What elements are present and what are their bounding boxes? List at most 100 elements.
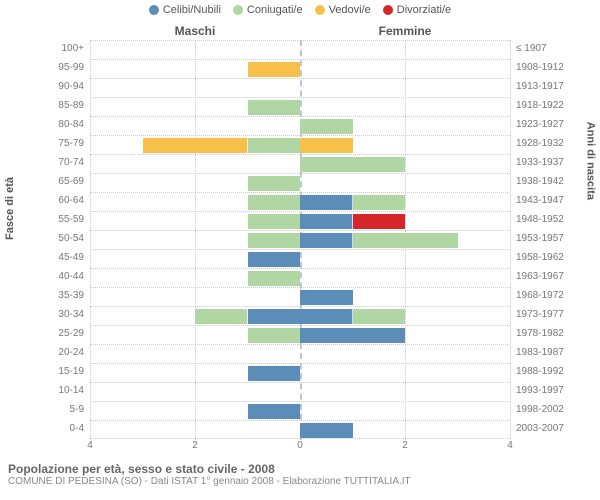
header-male: Maschi (90, 24, 300, 38)
y-axis-title-right: Anni di nascita (584, 122, 596, 200)
age-row: 55-591948-1952 (90, 211, 510, 230)
age-row: 15-191988-1992 (90, 363, 510, 382)
age-row: 85-891918-1922 (90, 97, 510, 116)
bar-segment-married (248, 328, 301, 343)
birth-label: 1998-2002 (516, 404, 572, 415)
population-pyramid-chart: Celibi/Nubili Coniugati/e Vedovi/e Divorzia… (0, 0, 600, 500)
age-label: 75-79 (42, 138, 84, 149)
birth-label: 1953-1957 (516, 233, 572, 244)
legend-item: Coniugati/e (233, 4, 303, 16)
bar-segment-married (248, 214, 301, 229)
legend-swatch (149, 5, 159, 15)
bar-male (248, 62, 301, 77)
bar-segment-single (300, 423, 353, 438)
bar-segment-married (353, 309, 406, 324)
age-row: 90-941913-1917 (90, 78, 510, 97)
bar-segment-single (300, 328, 405, 343)
age-label: 25-29 (42, 328, 84, 339)
gridline (510, 40, 511, 440)
x-tick: 2 (192, 440, 198, 451)
bar-segment-single (248, 309, 301, 324)
bar-female (300, 157, 405, 172)
age-label: 15-19 (42, 366, 84, 377)
birth-label: 1913-1917 (516, 81, 572, 92)
age-label: 80-84 (42, 119, 84, 130)
bar-male (248, 214, 301, 229)
birth-label: 1918-1922 (516, 100, 572, 111)
age-row: 50-541953-1957 (90, 230, 510, 249)
bar-segment-single (300, 214, 353, 229)
bar-segment-married (353, 233, 458, 248)
bar-segment-single (300, 290, 353, 305)
legend-swatch (383, 5, 393, 15)
y-axis-title-left: Fasce di età (4, 177, 16, 240)
header-female: Femmine (300, 24, 510, 38)
bar-female (300, 195, 405, 210)
bar-segment-married (353, 195, 406, 210)
age-label: 55-59 (42, 214, 84, 225)
legend-swatch (315, 5, 325, 15)
bar-male (248, 404, 301, 419)
birth-label: 1938-1942 (516, 176, 572, 187)
age-row: 80-841923-1927 (90, 116, 510, 135)
bar-male (248, 252, 301, 267)
bar-female (300, 233, 458, 248)
legend: Celibi/Nubili Coniugati/e Vedovi/e Divorzia… (0, 4, 600, 16)
bar-male (248, 176, 301, 191)
bar-segment-single (248, 404, 301, 419)
bar-segment-married (248, 195, 301, 210)
age-label: 40-44 (42, 271, 84, 282)
bar-female (300, 214, 405, 229)
x-tick: 2 (402, 440, 408, 451)
x-axis: 4 2 0 2 4 (90, 440, 510, 456)
age-row: 35-391968-1972 (90, 287, 510, 306)
age-row: 45-491958-1962 (90, 249, 510, 268)
birth-label: 1908-1912 (516, 62, 572, 73)
age-label: 0-4 (42, 423, 84, 434)
bar-male (195, 309, 300, 324)
bar-segment-married (248, 100, 301, 115)
bar-female (300, 138, 353, 153)
age-label: 95-99 (42, 62, 84, 73)
bar-segment-married (248, 176, 301, 191)
bar-male (248, 100, 301, 115)
birth-label: 1983-1987 (516, 347, 572, 358)
x-tick: 4 (87, 440, 93, 451)
age-row: 0-42003-2007 (90, 420, 510, 439)
legend-item: Celibi/Nubili (149, 4, 221, 16)
age-row: 95-991908-1912 (90, 59, 510, 78)
x-tick: 0 (297, 440, 303, 451)
age-label: 30-34 (42, 309, 84, 320)
age-label: 5-9 (42, 404, 84, 415)
bar-female (300, 290, 353, 305)
birth-label: 1963-1967 (516, 271, 572, 282)
bar-segment-married (248, 138, 301, 153)
age-row: 10-141993-1997 (90, 382, 510, 401)
age-row: 60-641943-1947 (90, 192, 510, 211)
bar-segment-married (248, 233, 301, 248)
age-row: 100+≤ 1907 (90, 40, 510, 59)
x-tick: 4 (507, 440, 513, 451)
legend-label: Vedovi/e (329, 4, 371, 16)
birth-label: 1948-1952 (516, 214, 572, 225)
legend-label: Divorziati/e (397, 4, 451, 16)
birth-label: 1928-1932 (516, 138, 572, 149)
bar-female (300, 423, 353, 438)
age-row: 5-91998-2002 (90, 401, 510, 420)
birth-label: 1968-1972 (516, 290, 572, 301)
birth-label: 1993-1997 (516, 385, 572, 396)
age-row: 40-441963-1967 (90, 268, 510, 287)
age-label: 50-54 (42, 233, 84, 244)
birth-label: 1973-1977 (516, 309, 572, 320)
birth-label: 1943-1947 (516, 195, 572, 206)
age-label: 85-89 (42, 100, 84, 111)
bar-segment-married (300, 157, 405, 172)
bar-segment-single (300, 309, 353, 324)
legend-label: Coniugati/e (247, 4, 303, 16)
bar-segment-married (300, 119, 353, 134)
bar-male (248, 195, 301, 210)
legend-item: Divorziati/e (383, 4, 451, 16)
age-label: 45-49 (42, 252, 84, 263)
bar-segment-widowed (248, 62, 301, 77)
caption-title: Popolazione per età, sesso e stato civil… (8, 462, 411, 476)
